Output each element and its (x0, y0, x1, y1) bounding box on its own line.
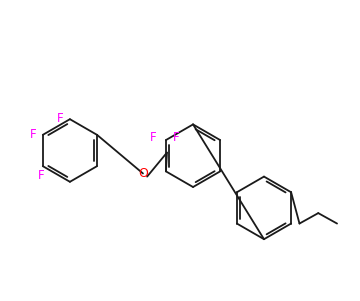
Text: F: F (150, 132, 157, 144)
Text: F: F (30, 128, 37, 141)
Text: F: F (173, 132, 180, 144)
Text: O: O (138, 167, 148, 180)
Text: F: F (37, 169, 44, 182)
Text: F: F (57, 112, 64, 125)
